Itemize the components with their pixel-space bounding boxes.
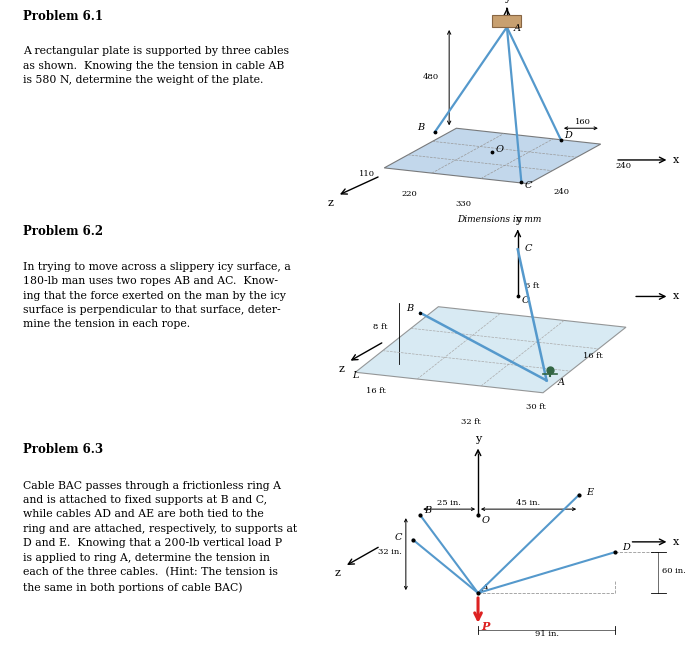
Text: Cable BAC passes through a frictionless ring A
and is attached to fixed supports: Cable BAC passes through a frictionless … bbox=[23, 481, 297, 593]
Text: B: B bbox=[406, 304, 413, 313]
Text: B: B bbox=[424, 506, 431, 515]
Text: 6 ft: 6 ft bbox=[525, 282, 539, 290]
Text: O: O bbox=[482, 516, 490, 525]
Text: 60 in.: 60 in. bbox=[662, 566, 686, 574]
Text: In trying to move across a slippery icy surface, a
180-lb man uses two ropes AB : In trying to move across a slippery icy … bbox=[23, 262, 291, 329]
Text: A: A bbox=[482, 584, 489, 593]
Text: x: x bbox=[673, 155, 679, 165]
Text: P: P bbox=[482, 621, 490, 632]
Text: x: x bbox=[673, 292, 679, 301]
Text: y: y bbox=[475, 434, 481, 444]
Text: 25 in.: 25 in. bbox=[437, 499, 461, 507]
Text: B: B bbox=[416, 123, 424, 132]
Text: 330: 330 bbox=[455, 200, 472, 208]
Text: Dimensions in mm: Dimensions in mm bbox=[457, 215, 542, 225]
Text: 45 in.: 45 in. bbox=[516, 499, 541, 507]
Text: Problem 6.1: Problem 6.1 bbox=[23, 10, 103, 22]
Text: z: z bbox=[328, 198, 334, 208]
Text: L: L bbox=[352, 371, 358, 381]
Polygon shape bbox=[384, 128, 601, 184]
Text: 220: 220 bbox=[402, 190, 417, 198]
Text: C: C bbox=[525, 180, 532, 190]
Text: A: A bbox=[557, 377, 564, 387]
Text: O: O bbox=[521, 295, 530, 305]
Text: 30 ft: 30 ft bbox=[526, 403, 545, 411]
Text: 32 in.: 32 in. bbox=[378, 548, 403, 556]
Text: 240: 240 bbox=[615, 162, 631, 170]
Text: D: D bbox=[565, 131, 573, 140]
Text: 480: 480 bbox=[422, 73, 439, 81]
Bar bbox=[493, 15, 521, 27]
Text: 91 in.: 91 in. bbox=[534, 630, 559, 638]
Text: 8 ft: 8 ft bbox=[373, 323, 388, 331]
Text: Problem 6.2: Problem 6.2 bbox=[23, 225, 103, 238]
Text: E: E bbox=[586, 488, 593, 497]
Text: 160: 160 bbox=[575, 118, 591, 126]
Text: 16 ft: 16 ft bbox=[583, 352, 602, 360]
Text: y: y bbox=[504, 0, 510, 3]
Text: 240: 240 bbox=[553, 188, 569, 196]
Text: C: C bbox=[525, 245, 532, 253]
Polygon shape bbox=[355, 307, 626, 393]
Text: A rectangular plate is supported by three cables
as shown.  Knowing the the tens: A rectangular plate is supported by thre… bbox=[23, 46, 289, 85]
Text: x: x bbox=[673, 537, 679, 547]
Text: 110: 110 bbox=[359, 170, 375, 178]
Text: C: C bbox=[395, 533, 403, 542]
Text: D: D bbox=[623, 543, 630, 552]
Text: 16 ft: 16 ft bbox=[366, 387, 386, 395]
Text: z: z bbox=[339, 364, 344, 374]
Text: z: z bbox=[335, 568, 341, 578]
Text: A: A bbox=[514, 24, 521, 33]
Text: y: y bbox=[514, 215, 521, 225]
Text: Problem 6.3: Problem 6.3 bbox=[23, 443, 103, 456]
Text: O: O bbox=[496, 145, 504, 154]
Text: 32 ft: 32 ft bbox=[461, 418, 481, 426]
